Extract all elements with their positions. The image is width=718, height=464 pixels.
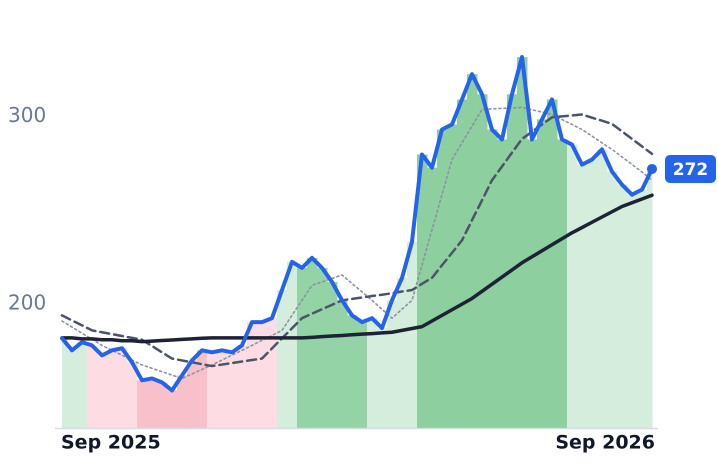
regime-bar [617,184,628,428]
regime-bar [62,338,68,428]
regime-bar [267,318,278,428]
last-point [647,163,657,174]
regime-bar [357,322,368,428]
regime-bar [457,99,468,429]
regime-bar [307,257,318,428]
regime-bar [237,345,248,428]
regime-bar [427,167,438,428]
y-tick-label: 200 [8,291,46,315]
regime-bar [87,345,98,428]
regime-bar [327,281,338,428]
regime-bar [367,318,378,428]
regime-bar [117,348,128,428]
regime-bar [277,290,288,428]
regime-bar [507,94,518,429]
short-average-line [61,106,653,380]
regime-bar [297,267,308,428]
regime-bar [577,164,588,428]
regime-bar [637,189,648,428]
regime-bar [377,328,388,428]
regime-bar [497,139,508,428]
regime-bar [97,355,108,428]
regime-bar [397,278,408,428]
price-line [60,55,654,393]
regime-bar [587,159,598,428]
regime-bar [107,350,118,428]
badge-label: 272 [673,160,709,180]
regime-bar [177,375,188,428]
regime-bar [157,382,168,428]
regime-bar [287,261,298,428]
regime-bar [537,119,548,429]
regime-bar [77,342,88,428]
regime-bar [557,139,568,428]
regime-bar [477,94,488,429]
regime-bar [527,139,538,428]
regime-bar [597,149,608,428]
regime-bar [207,352,218,428]
mid-average-line [60,113,654,368]
regime-bar [127,362,138,428]
regime-bar [407,241,418,428]
regime-bar [517,57,528,429]
regime-bar [167,390,178,428]
regime-bar [197,350,208,428]
regime-bar [217,350,228,428]
regime-bar [547,99,558,429]
regime-bar [417,154,428,428]
regime-bar [247,322,258,428]
regime-bar [337,300,348,428]
x-tick-label: Sep 2025 [61,432,161,454]
regime-bar [627,194,638,428]
badge-background [665,154,716,183]
regime-bar [347,315,358,428]
regime-bar [257,322,268,428]
regime-bar [647,168,653,428]
regime-bar [147,378,158,428]
x-tick-label: Sep 2026 [555,432,655,454]
regime-bar [187,360,198,428]
regime-bar [317,267,328,428]
regime-bar [67,350,78,428]
regime-bar [467,74,478,429]
regime-bar [447,124,458,429]
regime-bar [607,171,618,428]
regime-bar [137,380,148,428]
regime-bar [227,352,238,428]
y-tick-label: 300 [8,103,46,127]
long-average-line [60,193,654,344]
regime-bar [487,129,498,429]
regime-bar [387,300,398,428]
last-value-badge: 272 [665,154,716,183]
regime-bar [567,144,578,428]
regime-bar [437,129,448,429]
